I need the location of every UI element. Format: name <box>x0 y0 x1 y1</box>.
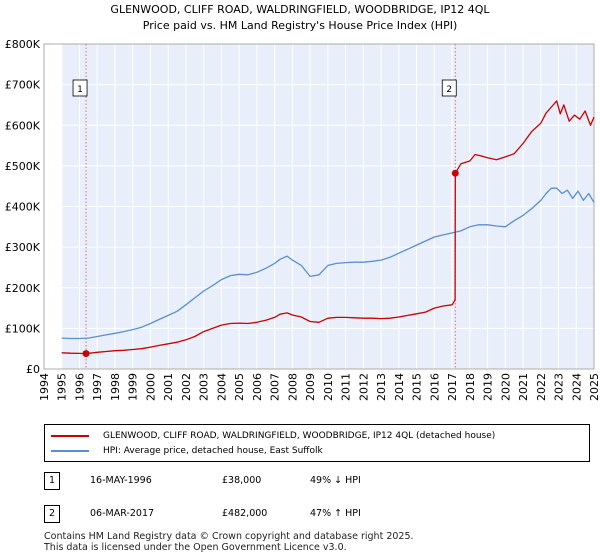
legend-label-hpi: HPI: Average price, detached house, East… <box>103 446 323 456</box>
sale-label-text: 1 <box>77 85 83 95</box>
x-tick-label: 2020 <box>499 373 512 401</box>
y-tick-label: £100K <box>5 322 41 335</box>
chart-title: GLENWOOD, CLIFF ROAD, WALDRINGFIELD, WOO… <box>110 3 490 16</box>
x-tick-label: 2008 <box>286 373 299 401</box>
x-tick-label: 1998 <box>109 373 122 401</box>
x-tick-label: 2022 <box>535 373 548 401</box>
x-tick-label: 2021 <box>517 373 530 401</box>
footer-copyright: Contains HM Land Registry data © Crown c… <box>44 531 414 542</box>
sale-label-box <box>72 79 88 97</box>
legend-swatch-hpi <box>51 450 89 452</box>
x-tick-label: 2013 <box>375 373 388 401</box>
x-tick-label: 2018 <box>464 373 477 401</box>
sale-price: £482,000 <box>222 508 268 519</box>
x-tick-label: 1995 <box>56 373 69 401</box>
x-tick-label: 2007 <box>269 373 282 401</box>
sale-hpi-change: 49% ↓ HPI <box>310 475 361 486</box>
x-tick-label: 2010 <box>322 373 335 401</box>
x-tick-label: 1994 <box>38 373 51 401</box>
x-tick-label: 2009 <box>304 373 317 401</box>
y-tick-label: £400K <box>5 201 41 214</box>
x-tick-label: 2023 <box>553 373 566 401</box>
hpi-line <box>61 187 595 340</box>
price-chart: GLENWOOD, CLIFF ROAD, WALDRINGFIELD, WOO… <box>5 3 600 401</box>
x-tick-label: 2000 <box>144 373 157 401</box>
x-tick-label: 1996 <box>73 373 86 401</box>
y-tick-label: £700K <box>5 79 41 92</box>
x-tick-label: 2025 <box>588 373 600 401</box>
y-tick-label: £600K <box>5 119 41 132</box>
sale-row: 1 16-MAY-1996 £38,000 49% ↓ HPI <box>44 472 544 490</box>
sale-point <box>451 169 459 177</box>
legend-swatch-property <box>51 435 89 437</box>
legend-label-property: GLENWOOD, CLIFF ROAD, WALDRINGFIELD, WOO… <box>103 431 496 441</box>
sale-label-box <box>441 79 457 97</box>
y-tick-label: £500K <box>5 160 41 173</box>
x-tick-label: 2002 <box>180 373 193 401</box>
legend-item-property: GLENWOOD, CLIFF ROAD, WALDRINGFIELD, WOO… <box>51 429 495 443</box>
x-tick-label: 2017 <box>446 373 459 401</box>
sale-date: 16-MAY-1996 <box>90 475 152 486</box>
x-tick-label: 1997 <box>91 373 104 401</box>
footer-notice: Contains HM Land Registry data © Crown c… <box>44 531 414 553</box>
x-tick-label: 2003 <box>198 373 211 401</box>
sale-number-badge: 2 <box>44 505 60 523</box>
y-tick-label: £200K <box>5 282 41 295</box>
sale-date: 06-MAR-2017 <box>90 508 155 519</box>
sale-hpi-change: 47% ↑ HPI <box>310 508 361 519</box>
sale-point <box>82 350 90 358</box>
x-tick-label: 1999 <box>127 373 140 401</box>
x-tick-label: 2024 <box>570 373 583 401</box>
x-tick-label: 2019 <box>482 373 495 401</box>
x-tick-label: 2004 <box>215 373 228 401</box>
sale-row: 2 06-MAR-2017 £482,000 47% ↑ HPI <box>44 505 544 523</box>
y-tick-label: £800K <box>5 38 41 51</box>
x-tick-label: 2014 <box>393 373 406 401</box>
chart-subtitle: Price paid vs. HM Land Registry's House … <box>143 19 458 32</box>
y-tick-label: £0 <box>26 363 40 376</box>
x-tick-label: 2005 <box>233 373 246 401</box>
x-tick-label: 2012 <box>357 373 370 401</box>
chart-legend: GLENWOOD, CLIFF ROAD, WALDRINGFIELD, WOO… <box>44 424 590 462</box>
sale-price: £38,000 <box>222 475 262 486</box>
x-tick-label: 2001 <box>162 373 175 401</box>
property-price-line <box>61 100 595 355</box>
plot-border <box>43 43 595 370</box>
x-tick-label: 2011 <box>340 373 353 401</box>
x-tick-label: 2016 <box>428 373 441 401</box>
legend-item-hpi: HPI: Average price, detached house, East… <box>51 444 323 458</box>
y-tick-label: £300K <box>5 241 41 254</box>
sale-number-badge: 1 <box>44 472 60 490</box>
sale-label-text: 2 <box>446 85 452 95</box>
footer-licence: This data is licensed under the Open Gov… <box>44 542 347 553</box>
x-tick-label: 2015 <box>411 373 424 401</box>
x-tick-label: 2006 <box>251 373 264 401</box>
